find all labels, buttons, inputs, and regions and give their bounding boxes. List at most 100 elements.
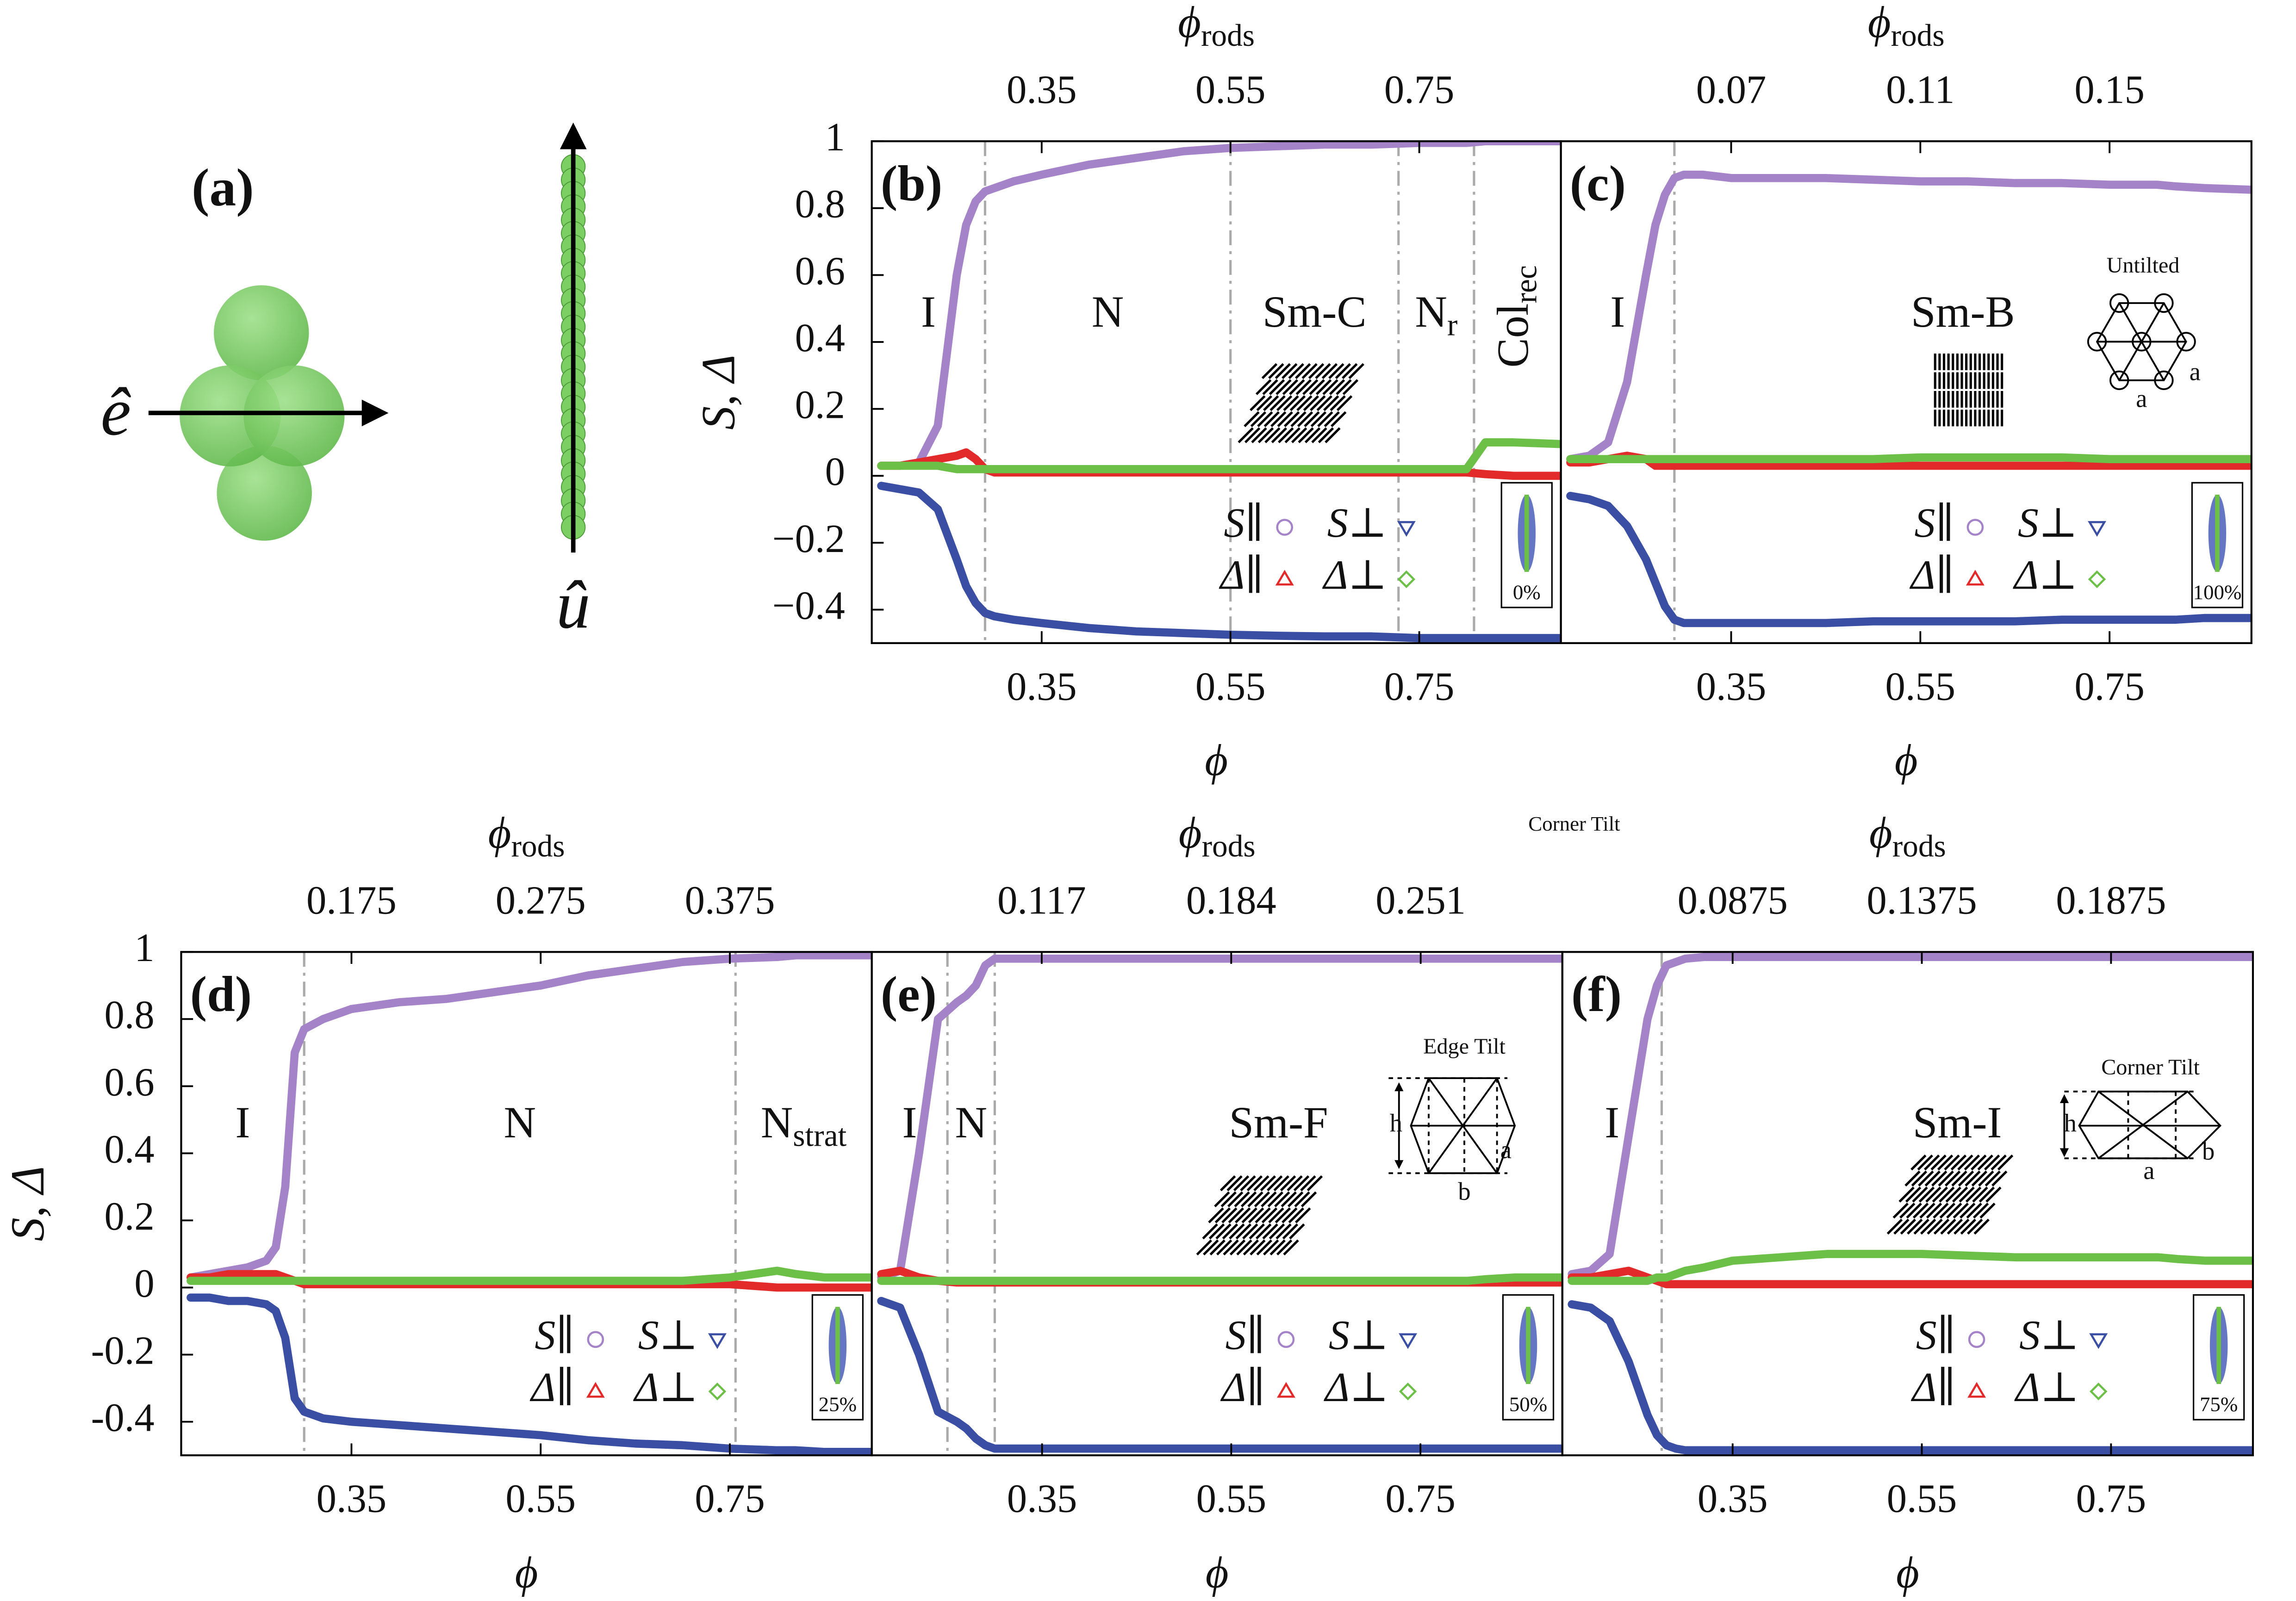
- layer-icon: [1979, 1186, 1995, 1203]
- layer-icon: [1315, 363, 1331, 379]
- layer-icon: [1271, 427, 1288, 443]
- layer-icon: [1269, 395, 1286, 411]
- inset-label: 25%: [819, 1393, 857, 1416]
- phase-label: Nstrat: [761, 1098, 847, 1153]
- layer-icon: [1288, 363, 1304, 379]
- legend-marker: [2088, 521, 2106, 537]
- layer-icon: [1281, 1191, 1297, 1208]
- layer-icon: [1304, 427, 1321, 443]
- y-tick-label: −0.4: [772, 583, 845, 627]
- sphere: [214, 285, 309, 380]
- y-tick-label: 0.4: [795, 316, 845, 360]
- inset-label: 0%: [1513, 580, 1541, 603]
- lattice-label: b: [1458, 1177, 1470, 1205]
- layer-icon: [1240, 1175, 1256, 1191]
- legend-marker: [586, 1382, 605, 1398]
- layer-icon: [1228, 1207, 1244, 1223]
- layer-icon: [1233, 1175, 1250, 1191]
- layer-icon: [1280, 1175, 1296, 1191]
- legend-marker: [1399, 1382, 1417, 1401]
- layer-icon: [1261, 1207, 1278, 1223]
- layer-icon: [1917, 1154, 1933, 1171]
- panel-label: (a): [192, 158, 254, 217]
- layer-icon: [1282, 363, 1298, 379]
- layer-icon: [1317, 411, 1333, 428]
- layer-icon: [1215, 1223, 1232, 1240]
- series-line: [1568, 953, 2253, 1278]
- legend-marker: [2089, 1382, 2108, 1401]
- x2-tick-label: 0.07: [1696, 67, 1767, 112]
- layer-icon: [1342, 363, 1358, 379]
- panel-label: (b): [881, 155, 942, 211]
- lattice-lines: [1410, 1077, 1516, 1174]
- layer-icon: [1277, 411, 1293, 428]
- panel: 0.35 0.55 0.75 0.35 0.55 0.75 −0.4 −0.2 0 0.2 0.4 0…: [692, 0, 1562, 785]
- phase-label: N: [1092, 287, 1124, 336]
- layer-icon: [1958, 1170, 1974, 1187]
- series-line: [877, 438, 1561, 473]
- legend-marker: [2088, 570, 2106, 589]
- legend: S∥ S⊥ Δ∥ Δ⊥: [1220, 1312, 1418, 1410]
- legend-label: S⊥: [2019, 1312, 2079, 1358]
- layer-icon: [1288, 1207, 1304, 1223]
- legend-label: S⊥: [1327, 500, 1387, 546]
- layer-icon: [1906, 1203, 1922, 1219]
- layer-icon: [1260, 1175, 1276, 1191]
- layer-icon: [1291, 427, 1307, 443]
- layer-icon: [1234, 1191, 1250, 1208]
- lattice-label: a: [1500, 1136, 1512, 1164]
- y-tick-label: 0.8: [104, 993, 154, 1037]
- y-tick-label: 0.4: [104, 1127, 154, 1171]
- x-tick-label: 0.75: [695, 1477, 765, 1521]
- phase-label: N: [955, 1098, 988, 1147]
- plot-frame: [1561, 951, 2254, 1457]
- phase-label-main: Sm-F: [1229, 1098, 1328, 1147]
- lattice-sites: [2087, 293, 2196, 391]
- layer-icon: [1270, 411, 1287, 428]
- layer-icon: [1899, 1203, 1916, 1219]
- x-tick-label: 0.75: [2076, 1477, 2147, 1521]
- x2-axis-label-sub: rods: [511, 829, 565, 863]
- phase-label-main: N: [504, 1098, 536, 1147]
- series-line: [877, 141, 1561, 470]
- layer-icon: [1223, 1239, 1239, 1256]
- legend-label: Δ∥: [1219, 552, 1264, 598]
- inset-label: 100%: [2193, 580, 2242, 603]
- layer-icon: [1322, 379, 1338, 395]
- layer-icon: [1904, 1170, 1921, 1187]
- lattice-label: a: [2143, 1156, 2154, 1185]
- x-axis-label: ϕ: [1896, 1547, 1919, 1597]
- layer-icon: [1918, 1170, 1934, 1187]
- series-layer: [877, 141, 1561, 642]
- layer-icon: [1972, 1203, 1989, 1219]
- layer-icon: [1311, 427, 1327, 443]
- layer-icon: [1336, 395, 1353, 411]
- legend-marker: [708, 1382, 727, 1401]
- phase-label: Sm-I: [1913, 1098, 2002, 1147]
- layer-icon: [1287, 1191, 1304, 1208]
- phase-label-main: N: [761, 1098, 793, 1147]
- layer-icon: [1937, 1154, 1954, 1171]
- layer-icon: [1912, 1186, 1928, 1203]
- legend-label: S∥: [1915, 500, 1954, 546]
- layer-icon: [1298, 427, 1314, 443]
- layer-icon: [1267, 1175, 1283, 1191]
- layer-icon: [1940, 1218, 1956, 1235]
- layer-icon: [1263, 395, 1279, 411]
- layer-icon: [1209, 1239, 1226, 1256]
- layer-icon: [1964, 1154, 1980, 1171]
- legend-label: Δ⊥: [633, 1365, 698, 1410]
- x2-axis-label: ϕrods: [1178, 0, 1255, 53]
- legend-marker: [1968, 1331, 1985, 1348]
- layer-icon: [1257, 427, 1274, 443]
- layer-icon: [1262, 379, 1278, 395]
- y-tick-label: -0.2: [91, 1328, 155, 1372]
- panel-label: (e): [881, 966, 937, 1022]
- layer-icon: [1229, 1223, 1245, 1240]
- y-axis-label: S, Δ: [692, 354, 745, 430]
- layer-icon: [1923, 1154, 1940, 1171]
- legend-marker: [587, 1331, 604, 1348]
- layer-icon: [1229, 1239, 1246, 1256]
- x2-axis-label-main: ϕ: [1868, 0, 1891, 47]
- y-tick-label: 0.8: [795, 182, 845, 226]
